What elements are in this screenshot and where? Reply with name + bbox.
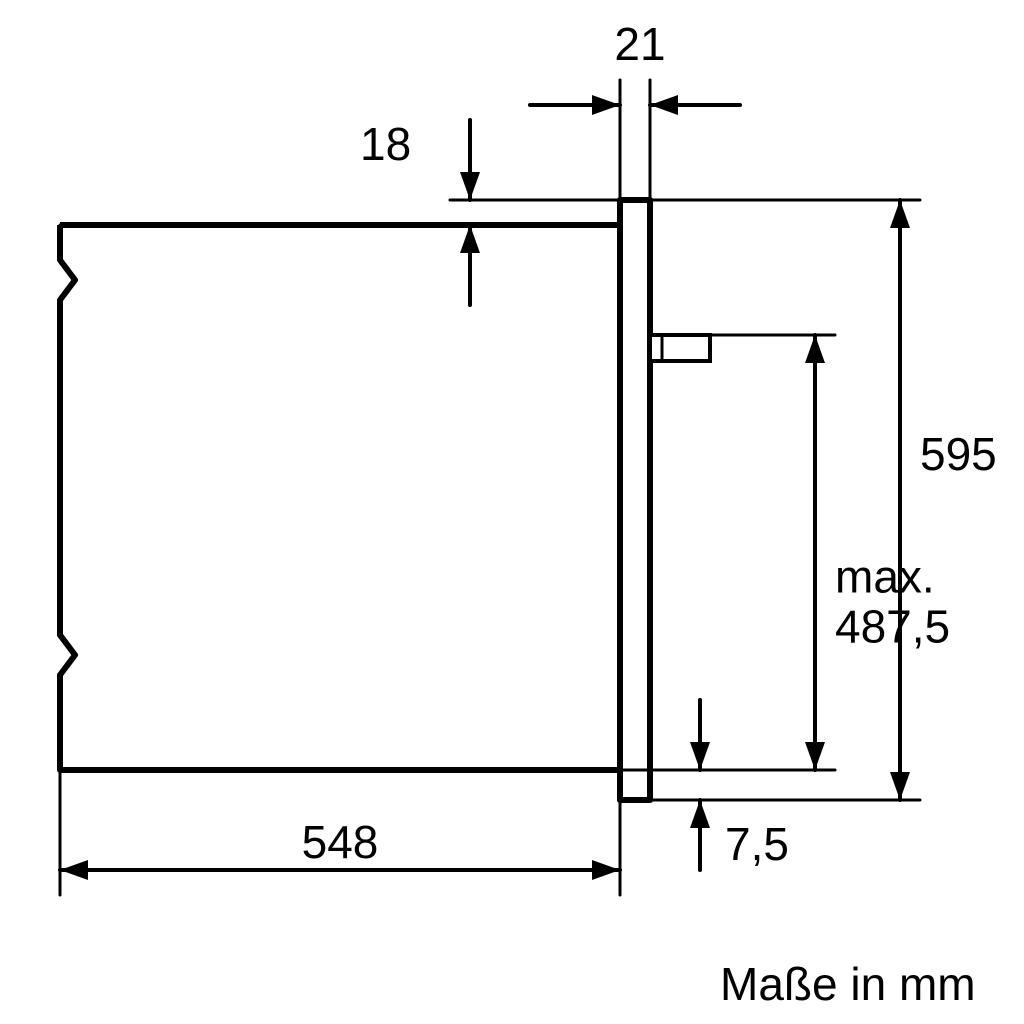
dim-548: 548	[302, 816, 379, 868]
appliance-body-outline	[60, 225, 620, 770]
handle	[650, 335, 710, 361]
dim-max: max.	[835, 551, 935, 603]
dim-487-5: 487,5	[835, 601, 950, 653]
dimension-drawing: 548 21 18 595 max.487,5 7,5 Maße in mm	[0, 0, 1024, 1024]
dim-21: 21	[614, 18, 665, 70]
dim-595: 595	[920, 428, 997, 480]
dim-18: 18	[360, 118, 411, 170]
dim-7-5: 7,5	[725, 818, 789, 870]
units-label: Maße in mm	[720, 958, 976, 1010]
